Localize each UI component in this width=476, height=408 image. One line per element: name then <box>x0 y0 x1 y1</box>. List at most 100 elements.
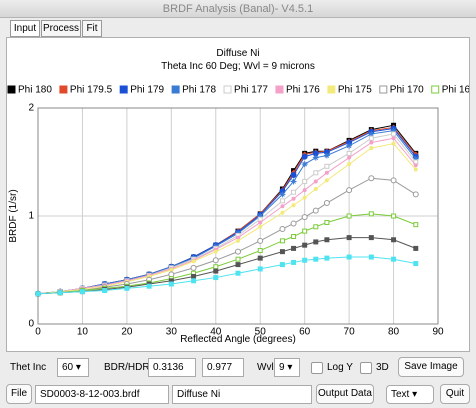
data-point <box>279 198 285 204</box>
button[interactable]: Quit <box>440 384 470 404</box>
checkbox[interactable] <box>311 362 323 374</box>
tab[interactable]: Fit <box>82 20 102 37</box>
legend-swatch <box>59 85 68 94</box>
legend-swatch <box>119 85 128 94</box>
data-point <box>391 136 396 141</box>
data-point <box>301 153 308 160</box>
data-point <box>313 224 319 230</box>
data-point <box>168 271 175 278</box>
data-point <box>279 238 285 244</box>
legend-item: Phi 180 <box>7 85 52 96</box>
data-line <box>37 127 417 295</box>
legend-swatch <box>379 85 388 94</box>
legend-swatch <box>7 85 16 94</box>
data-point <box>279 249 285 255</box>
label: Thet Inc <box>10 362 47 373</box>
data-point <box>391 213 397 219</box>
data-point <box>302 178 308 184</box>
data-point <box>279 262 285 268</box>
button[interactable]: File <box>6 384 32 404</box>
data-point <box>347 162 352 167</box>
data-point <box>346 150 352 156</box>
data-point <box>258 224 263 229</box>
x-tick-label: 70 <box>344 327 356 338</box>
data-point <box>346 235 352 241</box>
data-point <box>235 256 241 262</box>
legend-swatch <box>431 85 440 94</box>
data-point <box>313 187 318 191</box>
legend-label: Phi 176 <box>286 85 320 96</box>
checkbox[interactable] <box>360 362 372 374</box>
dropdown[interactable]: 9 ▾ <box>274 358 300 377</box>
data-point <box>35 291 41 297</box>
data-point <box>235 248 241 255</box>
y-tick-label: 2 <box>28 103 34 114</box>
data-point <box>368 211 374 217</box>
data-line <box>37 130 417 295</box>
dropdown[interactable]: 60 ▾ <box>57 358 89 377</box>
text-field[interactable]: 0.977 <box>202 358 244 377</box>
data-point <box>368 175 375 182</box>
data-point <box>279 191 286 198</box>
y-axis-label: BRDF (1/sr) <box>8 189 19 242</box>
data-point <box>413 163 418 168</box>
legend-swatch <box>327 85 336 94</box>
data-point <box>313 179 318 184</box>
legend-label: Phi 179.5 <box>70 85 113 96</box>
data-point <box>391 131 397 137</box>
data-point <box>390 177 397 184</box>
data-point <box>236 235 240 240</box>
data-point <box>324 178 329 183</box>
text-field[interactable]: 0.3136 <box>148 358 196 377</box>
data-point <box>302 195 307 200</box>
data-point <box>257 266 263 272</box>
data-point <box>302 188 307 193</box>
data-point <box>302 242 308 248</box>
tab[interactable]: Input <box>10 20 40 37</box>
data-point <box>312 154 319 161</box>
checkbox-label: 3D <box>376 362 389 373</box>
data-point <box>347 155 352 160</box>
data-point <box>412 191 419 198</box>
tab[interactable]: Process <box>41 20 81 37</box>
dropdown-value: 60 <box>62 362 74 373</box>
data-point <box>368 254 374 260</box>
legend-swatch <box>223 85 232 94</box>
data-point <box>323 200 330 207</box>
data-point <box>291 234 297 240</box>
data-point <box>212 257 219 264</box>
data-point <box>102 288 108 294</box>
data-line <box>37 213 416 295</box>
dropdown[interactable]: Text ▾ <box>386 385 434 404</box>
data-point <box>291 203 296 208</box>
data-point <box>413 167 418 172</box>
data-point <box>191 278 197 284</box>
data-point <box>291 259 297 265</box>
data-point <box>213 268 219 274</box>
x-axis-label: Reflected Angle (degrees) <box>180 334 296 345</box>
data-point <box>257 213 264 219</box>
text-field[interactable]: Diffuse Ni <box>172 385 312 404</box>
button[interactable]: Save Image <box>398 357 464 377</box>
legend-label: Phi 180 <box>18 85 52 96</box>
checkbox-label: Log Y <box>327 362 353 373</box>
data-point <box>301 214 308 221</box>
plot-frame <box>37 107 439 325</box>
data-point <box>290 178 297 185</box>
data-line <box>37 177 417 295</box>
legend-item: Phi 170 <box>379 85 424 96</box>
legend-label: Phi 170 <box>390 85 424 96</box>
data-point <box>213 275 219 281</box>
button[interactable]: Output Data <box>316 384 374 404</box>
data-point <box>236 238 240 243</box>
data-point <box>291 245 297 251</box>
data-point <box>391 256 397 262</box>
data-point <box>291 189 297 195</box>
data-point <box>290 171 297 178</box>
x-tick-label: 0 <box>35 327 41 338</box>
data-point <box>168 281 174 287</box>
data-point <box>146 283 152 289</box>
text-field[interactable]: SD0003-8-12-003.brdf <box>35 385 169 404</box>
chart-subtitle: Theta Inc 60 Deg; Wvl = 9 microns <box>161 61 315 72</box>
